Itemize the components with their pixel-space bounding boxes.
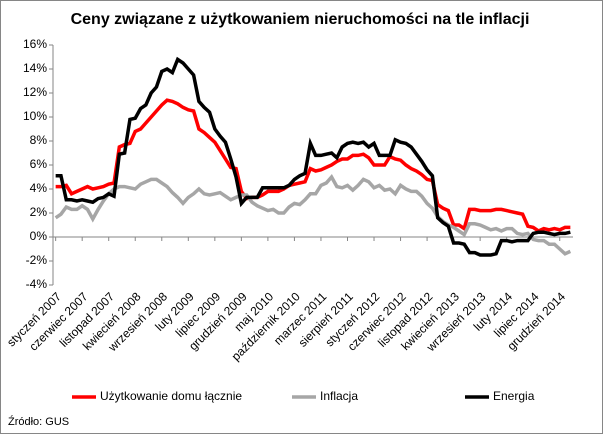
y-tick-label: 10% <box>23 109 47 123</box>
y-tick-label: 14% <box>23 61 47 75</box>
y-tick-label: 16% <box>23 37 47 51</box>
line-series <box>55 98 571 233</box>
y-tick-label: 4% <box>30 181 48 195</box>
y-tick-label: 8% <box>30 133 48 147</box>
line-series <box>55 56 571 257</box>
legend-label: Inflacja <box>320 389 358 403</box>
line-series <box>54 173 572 256</box>
y-tick-label: -4% <box>26 277 48 291</box>
y-tick-label: 12% <box>23 85 47 99</box>
legend-label: Energia <box>493 389 535 403</box>
legend-label: Użytkowanie domu łącznie <box>100 389 242 403</box>
y-tick-label: -2% <box>26 253 48 267</box>
chart-title: Ceny związane z użytkowaniem nieruchomoś… <box>71 11 530 28</box>
y-tick-label: 2% <box>30 205 48 219</box>
y-tick-label: 0% <box>30 229 48 243</box>
y-tick-label: 6% <box>30 157 48 171</box>
source-note: Źródło: GUS <box>8 415 69 428</box>
